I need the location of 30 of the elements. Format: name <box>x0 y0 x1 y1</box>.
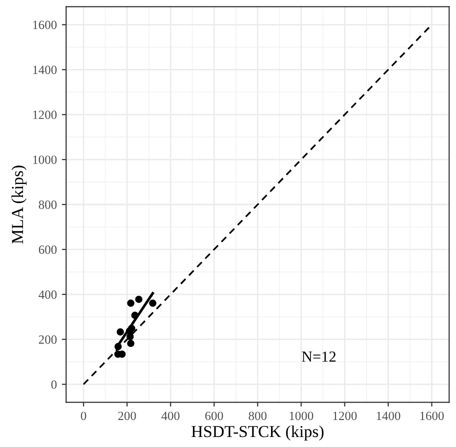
point <box>131 312 139 319</box>
point <box>149 300 156 307</box>
y-tick-label: 0 <box>51 380 57 389</box>
y-tick-label: 800 <box>38 200 57 209</box>
annotation: N=12 <box>302 352 336 362</box>
y-tick-label: 200 <box>38 335 57 344</box>
x-axis-title: HSDT-STCK (kips) <box>192 425 324 441</box>
point <box>128 324 136 332</box>
y-axis-title: MLA (kips) <box>11 166 27 244</box>
x-tick-label: 400 <box>161 412 180 420</box>
x-tick-label: 200 <box>118 412 136 420</box>
y-tick-label: 1200 <box>33 110 57 120</box>
x-tick-label: 1200 <box>333 412 357 420</box>
y-tick-label: 600 <box>38 245 57 254</box>
y-tick-label: 1600 <box>33 20 57 30</box>
x-tick-label: 800 <box>248 412 267 420</box>
y-tick-label: 1000 <box>33 156 57 164</box>
x-tick-label: 1000 <box>290 412 314 420</box>
y-tick-label: 400 <box>38 290 57 299</box>
x-tick-label: 0 <box>80 412 86 420</box>
point <box>127 300 134 307</box>
point <box>114 342 122 350</box>
x-tick-label: 1400 <box>376 412 400 420</box>
point <box>127 340 134 348</box>
y-tick-label: 1400 <box>33 66 57 74</box>
point <box>116 328 124 336</box>
x-tick-label: 1600 <box>420 412 444 420</box>
x-tick-label: 600 <box>205 412 224 420</box>
point <box>126 333 134 340</box>
point <box>135 296 142 303</box>
